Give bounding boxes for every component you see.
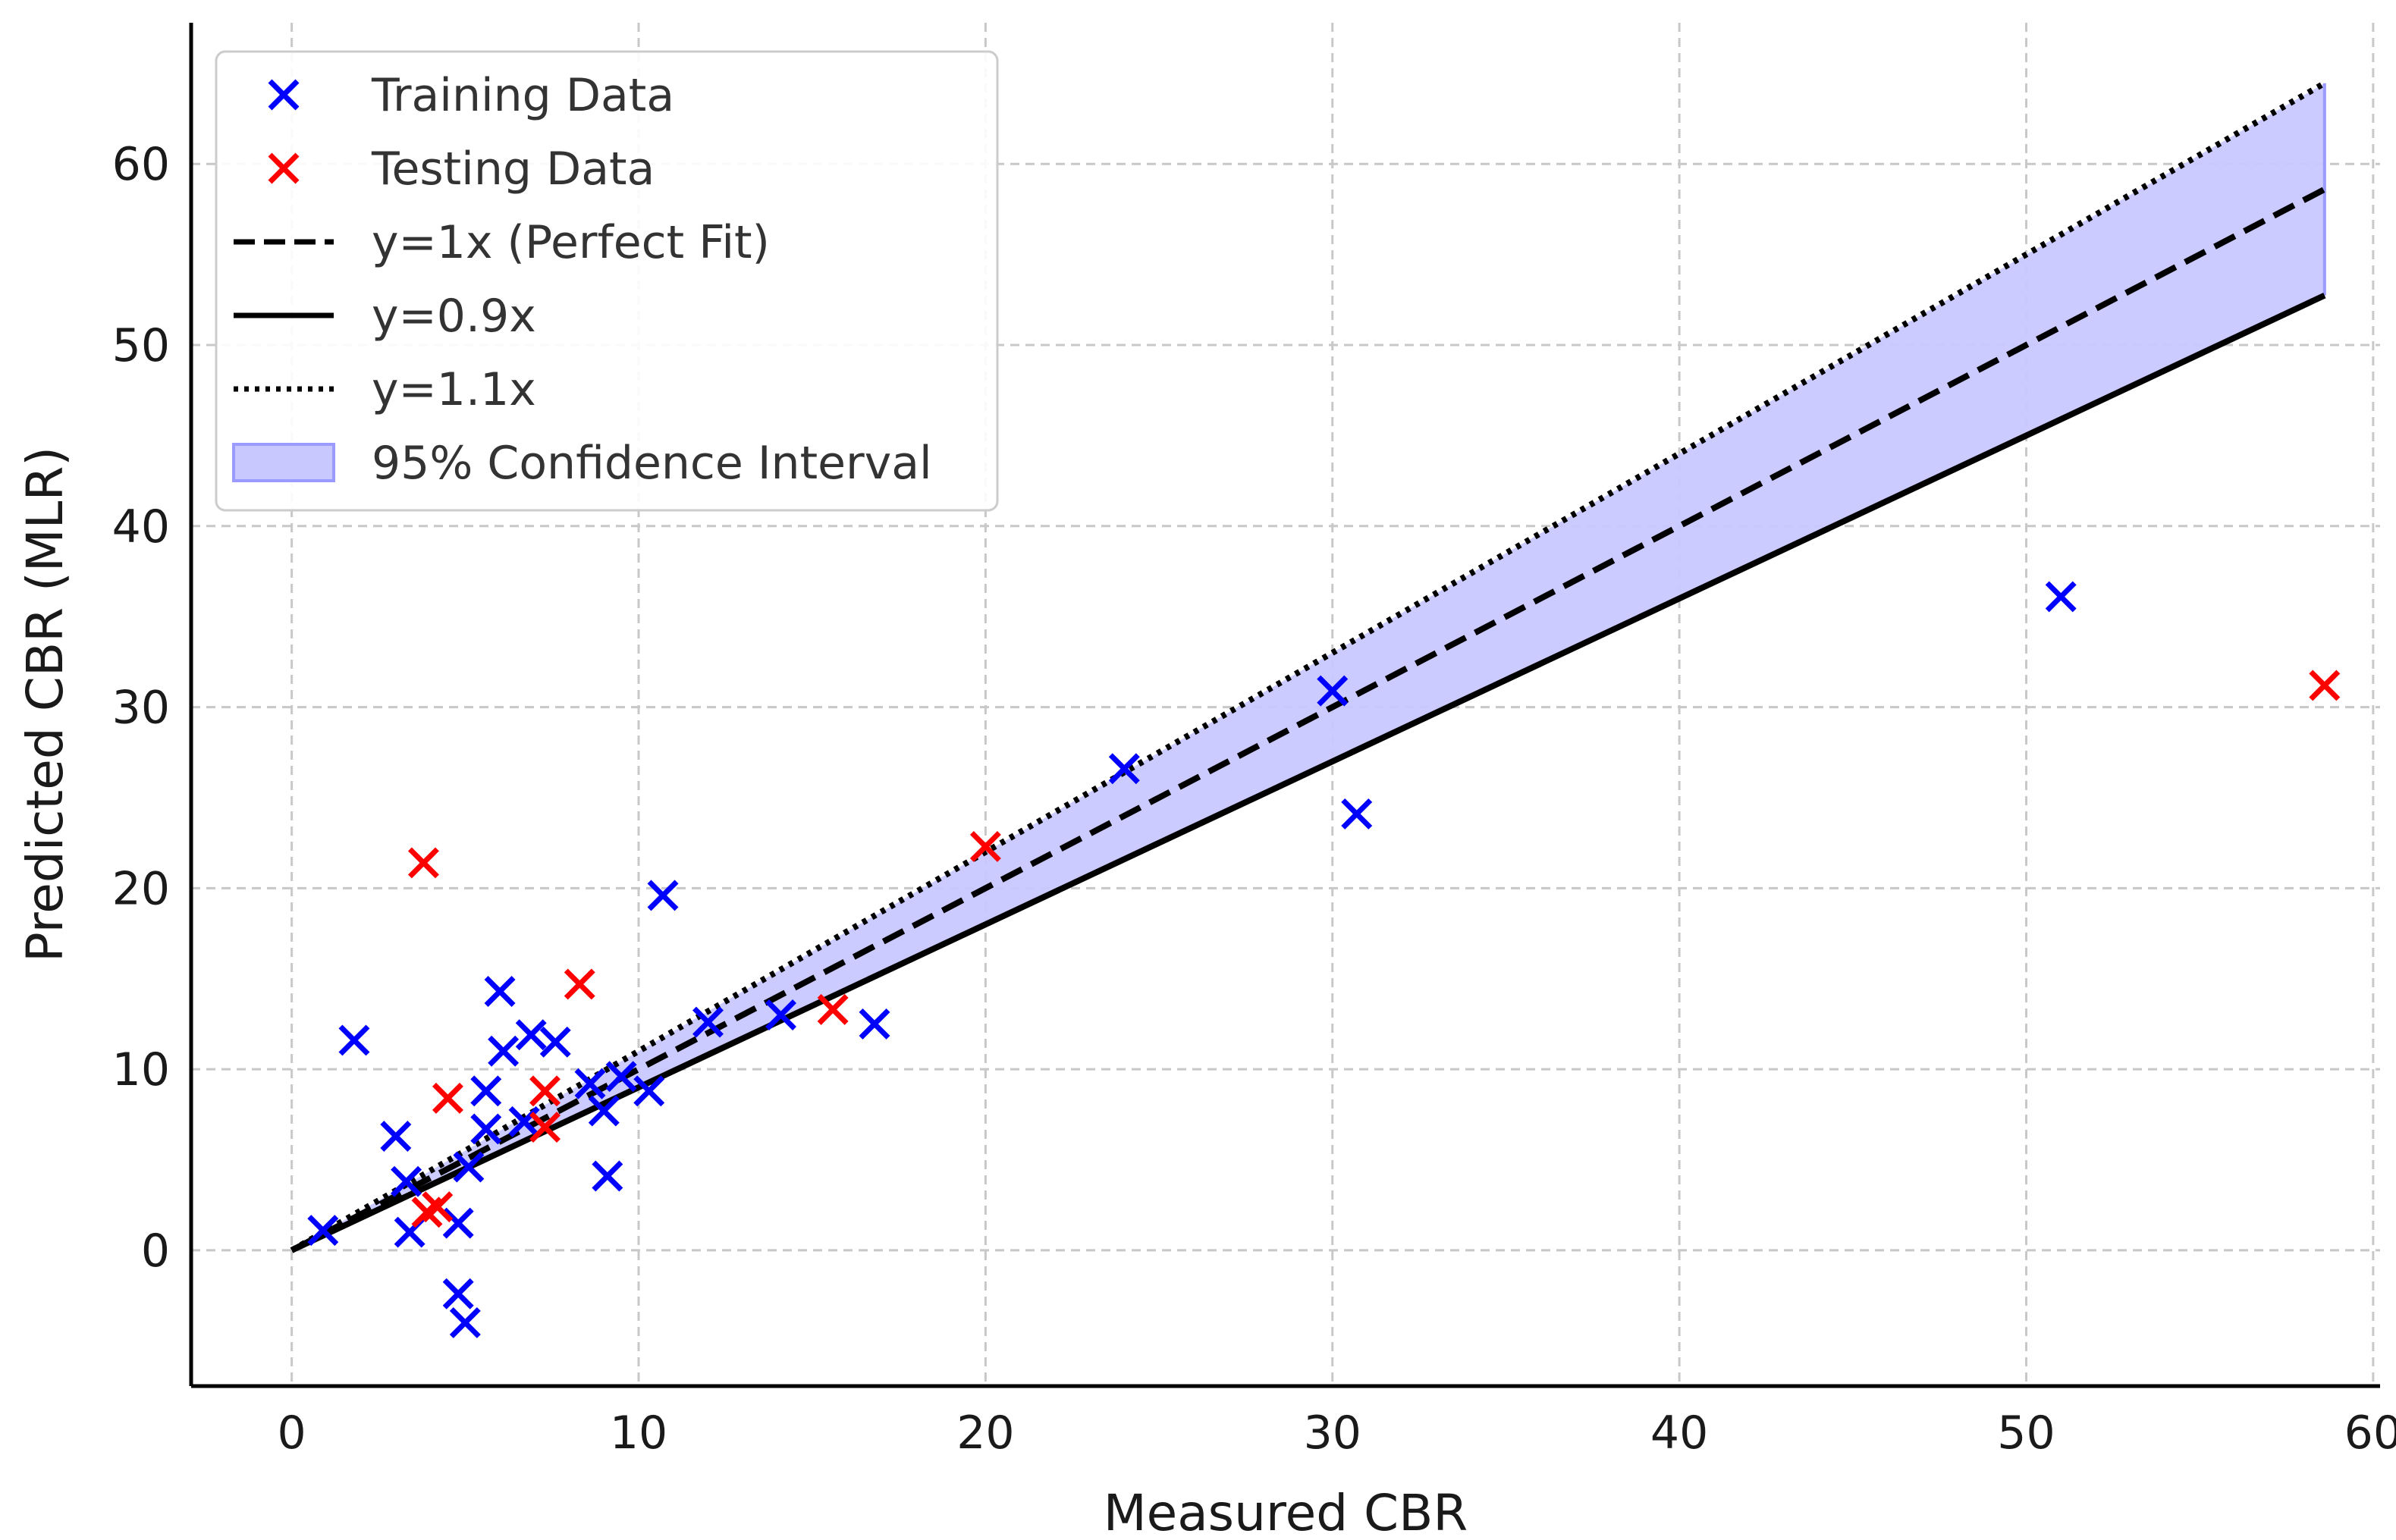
training-point [307, 1215, 339, 1247]
training-point [588, 1095, 620, 1127]
y-axis-title: Predicted CBR (MLR) [16, 447, 74, 962]
training-point [442, 1278, 474, 1309]
legend-frame [215, 50, 999, 512]
axes [189, 23, 2380, 1388]
legend-item: Testing Data [268, 143, 655, 196]
testing-point [422, 1191, 454, 1223]
y-tick-label: 50 [112, 319, 170, 372]
testing-point [407, 847, 439, 879]
x-tick-label: 10 [610, 1407, 667, 1460]
training-point [1317, 675, 1349, 707]
legend-marker [268, 79, 300, 111]
line-solid [290, 292, 2326, 1253]
legend-label: Testing Data [371, 143, 655, 196]
y-tick-label: 20 [112, 862, 170, 915]
testing-point [564, 968, 595, 1000]
confidence-band [291, 83, 2326, 1250]
training-point [338, 1024, 370, 1056]
training-point [1341, 798, 1373, 830]
training-point [605, 1061, 637, 1093]
y-tick-label: 0 [141, 1225, 170, 1278]
x-tick-label: 40 [1650, 1407, 1708, 1460]
training-point [470, 1075, 502, 1107]
x-tick-label: 20 [956, 1407, 1014, 1460]
training-point [647, 880, 679, 911]
training-point [633, 1075, 665, 1107]
legend-label: y=1x (Perfect Fit) [372, 216, 770, 269]
testing-point [432, 1082, 463, 1114]
testing-point [529, 1112, 561, 1143]
legend-label: 95% Confidence Interval [372, 437, 932, 490]
x-axis-title: Measured CBR [1104, 1484, 1468, 1540]
line-dashed [290, 187, 2326, 1253]
data-points [307, 581, 2341, 1338]
training-point [1108, 753, 1140, 785]
x-tick-label: 0 [278, 1407, 306, 1460]
legend-item: Training Data [268, 69, 674, 122]
legend-label: y=0.9x [372, 290, 536, 343]
x-tick-label: 60 [2344, 1407, 2396, 1460]
training-point [391, 1165, 422, 1197]
training-point [488, 1035, 520, 1067]
training-point [449, 1306, 481, 1338]
training-point [692, 1006, 724, 1038]
legend-item: y=1x (Perfect Fit) [234, 216, 770, 269]
testing-point [817, 993, 849, 1025]
legend: Training Data Testing Data y=1x (Perfect F… [215, 50, 999, 512]
legend-label: Training Data [371, 69, 674, 122]
y-tick-label: 40 [112, 500, 170, 554]
training-point [380, 1121, 412, 1152]
reference-lines [290, 80, 2326, 1253]
x-tick-label: 50 [1997, 1407, 2055, 1460]
legend-marker [268, 152, 300, 184]
legend-item: y=0.9x [234, 290, 536, 343]
training-point [859, 1008, 890, 1040]
training-point [442, 1207, 474, 1239]
training-point [484, 975, 516, 1007]
y-tick-label: 30 [112, 682, 170, 735]
training-point [539, 1026, 571, 1058]
legend-item: y=1.1x [234, 363, 536, 416]
training-point [574, 1068, 606, 1099]
tick-labels: 0 10 20 30 40 50 60 0 10 20 30 40 50 60 [112, 138, 2396, 1460]
y-tick-label: 10 [112, 1043, 170, 1096]
legend-item: 95% Confidence Interval [232, 437, 932, 490]
testing-point [2309, 670, 2341, 701]
training-point [515, 1019, 547, 1051]
testing-point [529, 1075, 561, 1107]
legend-label: y=1.1x [372, 363, 536, 416]
training-point [592, 1160, 623, 1192]
line-dotted [290, 80, 2326, 1253]
x-tick-label: 30 [1304, 1407, 1361, 1460]
y-tick-label: 60 [112, 138, 170, 191]
training-point [470, 1113, 502, 1145]
training-point [2045, 581, 2077, 613]
testing-point [969, 830, 1001, 862]
training-point [765, 999, 797, 1030]
confidence-band-area [291, 83, 2325, 1250]
training-point [453, 1151, 485, 1183]
legend-swatch [232, 443, 335, 482]
